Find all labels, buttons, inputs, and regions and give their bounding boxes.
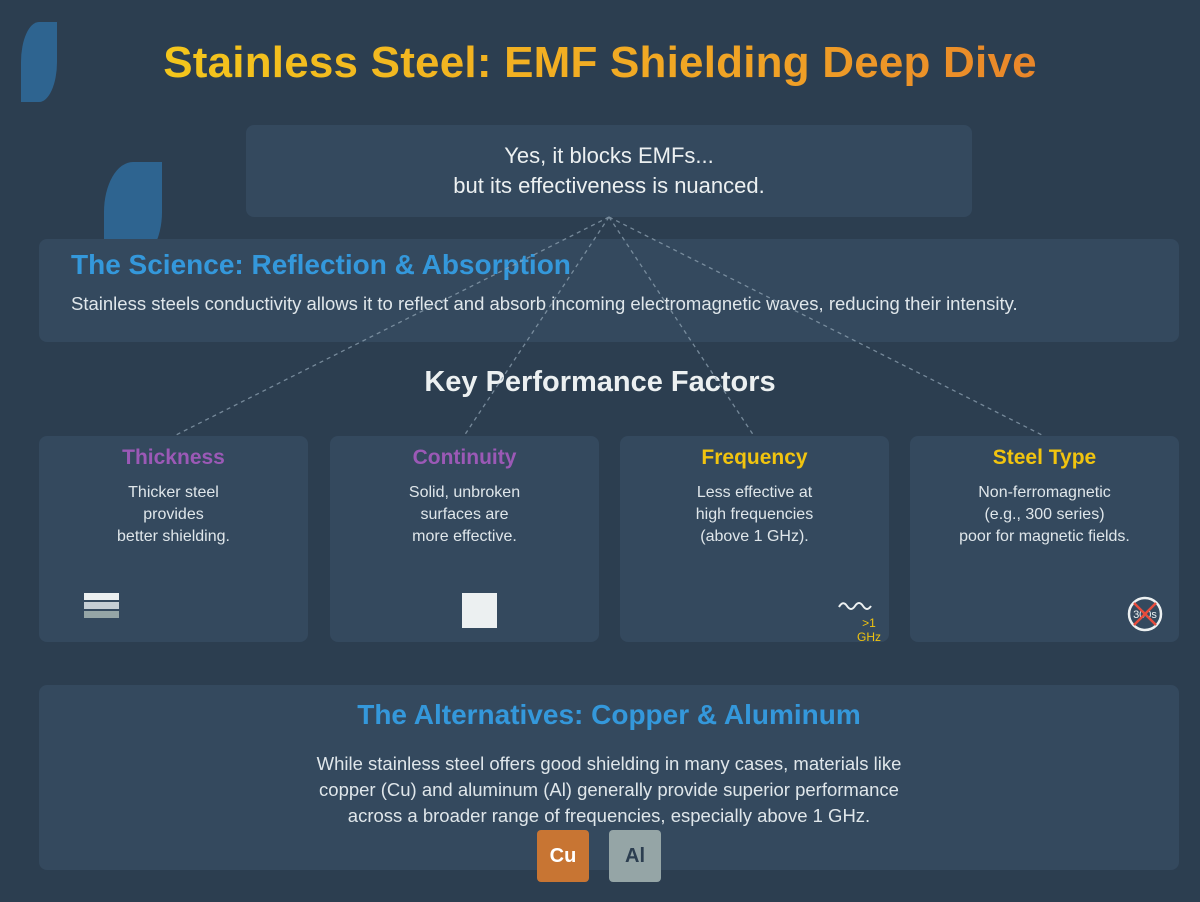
alternatives-heading: The Alternatives: Copper & Aluminum — [357, 699, 861, 730]
answer-line-2: but its effectiveness is nuanced. — [453, 173, 765, 198]
layers-stack-icon — [84, 593, 119, 620]
science-panel: The Science: Reflection & Absorption Sta… — [39, 239, 1179, 342]
factor-title: Continuity — [412, 446, 517, 469]
frequency-label: >1 GHz — [857, 616, 881, 644]
decorative-leaf-icon — [21, 22, 57, 102]
factor-description: Non-ferromagnetic (e.g., 300 series) poo… — [959, 484, 1130, 545]
factors-heading: Key Performance Factors — [424, 366, 776, 398]
factor-description: Thicker steel provides better shielding. — [117, 484, 230, 545]
alternatives-text: While stainless steel offers good shield… — [316, 753, 902, 826]
factor-description: Solid, unbroken surfaces are more effect… — [408, 484, 521, 545]
factor-card-continuity: Continuity Solid, unbroken surfaces are … — [330, 436, 599, 642]
factor-card-thickness: Thickness Thicker steel provides better … — [39, 436, 308, 642]
aluminum-chip: Al — [609, 830, 661, 882]
copper-chip: Cu — [537, 830, 589, 882]
wave-icon — [838, 602, 872, 610]
solid-square-icon — [462, 593, 497, 628]
factor-title: Frequency — [701, 446, 808, 469]
answer-box: Yes, it blocks EMFs... but its effective… — [246, 125, 972, 217]
factor-description: Less effective at high frequencies (abov… — [695, 484, 814, 545]
factor-card-steel-type: Steel Type Non-ferromagnetic (e.g., 300 … — [910, 436, 1179, 642]
factor-title: Thickness — [122, 446, 225, 469]
page-title: Stainless Steel: EMF Shielding Deep Dive — [163, 38, 1037, 87]
factor-card-frequency: Frequency Less effective at high frequen… — [620, 436, 889, 644]
factor-title: Steel Type — [992, 446, 1097, 469]
science-heading: The Science: Reflection & Absorption — [71, 249, 571, 280]
answer-line-1: Yes, it blocks EMFs... — [504, 143, 714, 168]
science-text: Stainless steels conductivity allows it … — [71, 293, 1018, 314]
